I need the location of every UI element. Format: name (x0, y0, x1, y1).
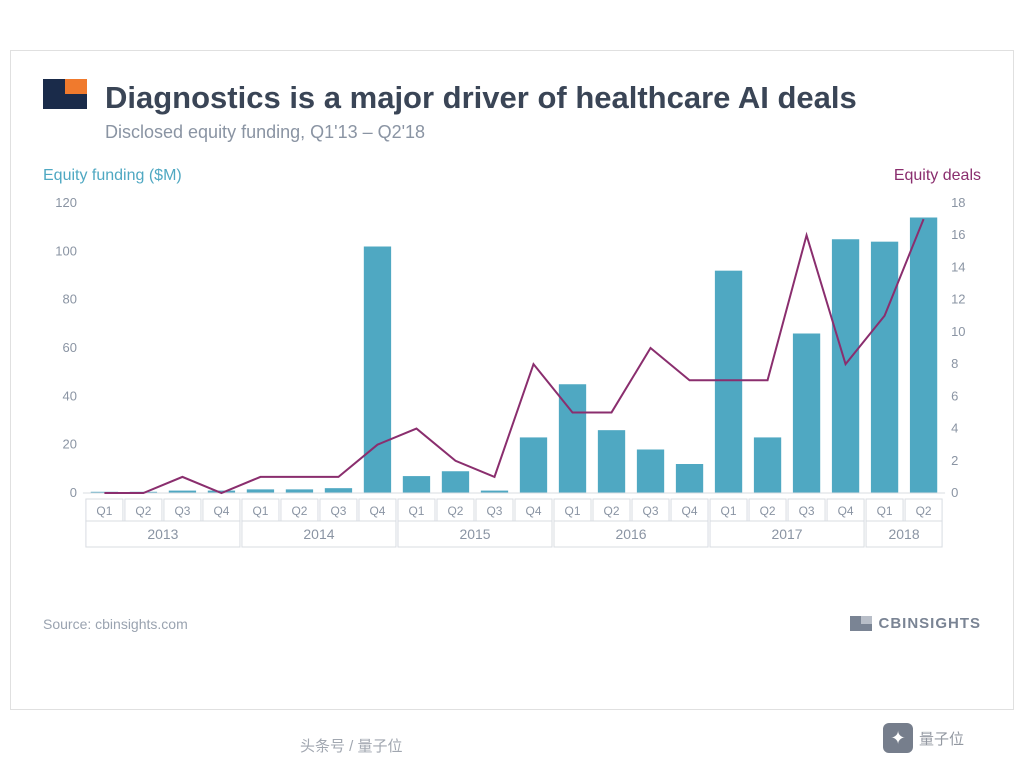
svg-text:100: 100 (55, 244, 77, 259)
svg-text:2016: 2016 (615, 526, 646, 542)
svg-text:Q3: Q3 (643, 504, 659, 518)
svg-text:Q3: Q3 (330, 504, 346, 518)
watermark-text: 量子位 (919, 728, 964, 749)
svg-text:Q2: Q2 (291, 504, 307, 518)
watermark-toutiao: 头条号 / 量子位 (300, 735, 403, 756)
svg-text:Q4: Q4 (682, 504, 698, 518)
svg-text:6: 6 (951, 389, 958, 404)
brand-text: CBINSIGHTS (878, 615, 981, 632)
svg-text:Q2: Q2 (760, 504, 776, 518)
chart-area: 0 20 40 60 80 100 120 0 2 4 6 8 10 12 14 16 18 Q1 Q2 Q3 Q4 Q1… (43, 193, 981, 583)
axis-labels-row: Equity funding ($M) Equity deals (43, 167, 981, 185)
svg-text:Q4: Q4 (838, 504, 854, 518)
svg-text:2015: 2015 (459, 526, 490, 542)
svg-text:Q1: Q1 (409, 504, 425, 518)
svg-text:Q4: Q4 (526, 504, 542, 518)
svg-text:40: 40 (63, 389, 77, 404)
svg-text:80: 80 (63, 292, 77, 307)
svg-text:Q1: Q1 (565, 504, 581, 518)
left-axis-label: Equity funding ($M) (43, 167, 182, 185)
svg-text:2018: 2018 (889, 526, 920, 542)
svg-text:2013: 2013 (147, 526, 178, 542)
svg-text:Q1: Q1 (721, 504, 737, 518)
chart-svg: 0 20 40 60 80 100 120 0 2 4 6 8 10 12 14 16 18 Q1 Q2 Q3 Q4 Q1… (43, 193, 981, 583)
svg-text:Q3: Q3 (174, 504, 190, 518)
svg-text:Q1: Q1 (877, 504, 893, 518)
svg-text:18: 18 (951, 195, 965, 210)
svg-text:Q2: Q2 (916, 504, 932, 518)
svg-text:Q2: Q2 (448, 504, 464, 518)
svg-text:Q2: Q2 (135, 504, 151, 518)
svg-text:14: 14 (951, 260, 965, 275)
svg-text:4: 4 (951, 421, 958, 436)
svg-text:2: 2 (951, 453, 958, 468)
svg-text:60: 60 (63, 340, 77, 355)
chart-title: Diagnostics is a major driver of healthc… (105, 79, 857, 116)
footer: Source: cbinsights.com CBINSIGHTS (43, 603, 981, 632)
svg-text:Q1: Q1 (252, 504, 268, 518)
svg-text:8: 8 (951, 356, 958, 371)
svg-text:Q3: Q3 (487, 504, 503, 518)
svg-text:12: 12 (951, 292, 965, 307)
svg-text:120: 120 (55, 195, 77, 210)
chart-card: Diagnostics is a major driver of healthc… (10, 50, 1014, 710)
svg-text:Q1: Q1 (96, 504, 112, 518)
svg-text:0: 0 (70, 485, 77, 500)
svg-text:Q4: Q4 (369, 504, 385, 518)
svg-text:10: 10 (951, 324, 965, 339)
svg-text:Q3: Q3 (799, 504, 815, 518)
svg-text:0: 0 (951, 485, 958, 500)
wechat-icon: ✦ (883, 723, 913, 753)
right-axis-label: Equity deals (894, 167, 981, 185)
svg-text:Q4: Q4 (213, 504, 229, 518)
svg-text:16: 16 (951, 227, 965, 242)
brand: CBINSIGHTS (850, 615, 981, 632)
svg-text:2014: 2014 (303, 526, 334, 542)
svg-text:20: 20 (63, 437, 77, 452)
watermark-qubit: ✦ 量子位 (883, 723, 964, 753)
source-text: Source: cbinsights.com (43, 616, 188, 632)
header: Diagnostics is a major driver of healthc… (43, 79, 981, 116)
brand-logo-icon (850, 616, 872, 631)
svg-text:2017: 2017 (772, 526, 803, 542)
svg-text:Q2: Q2 (604, 504, 620, 518)
cbinsights-logo-icon (43, 79, 87, 109)
chart-subtitle: Disclosed equity funding, Q1'13 – Q2'18 (105, 122, 981, 143)
